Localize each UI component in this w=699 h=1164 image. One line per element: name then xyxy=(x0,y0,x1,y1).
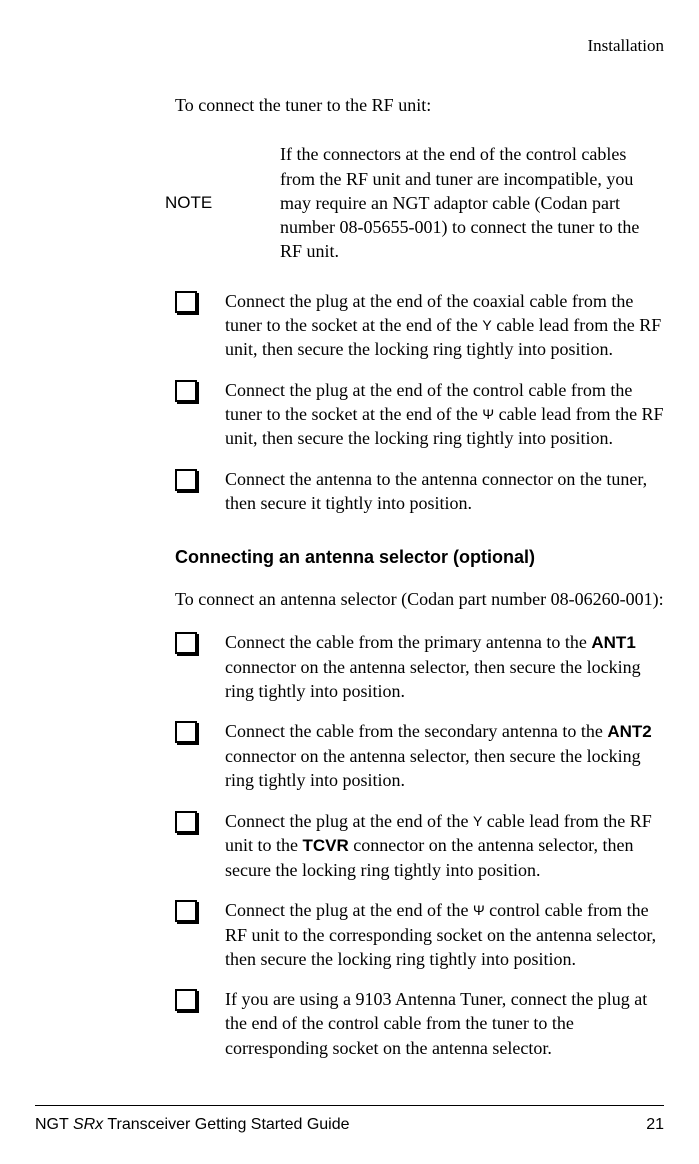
list-item: Connect the plug at the end of the Ψ con… xyxy=(175,898,664,971)
footer-prefix: NGT xyxy=(35,1116,73,1133)
note-label: NOTE xyxy=(165,192,280,215)
footer-page-number: 21 xyxy=(646,1114,664,1136)
page-footer: NGT SRx Transceiver Getting Started Guid… xyxy=(35,1105,664,1136)
list-item: Connect the plug at the end of the contr… xyxy=(175,378,664,451)
selector-intro: To connect an antenna selector (Codan pa… xyxy=(175,587,664,611)
running-header: Installation xyxy=(175,35,664,58)
selector-steps-list: Connect the cable from the primary anten… xyxy=(175,630,664,1060)
tuner-intro: To connect the tuner to the RF unit: xyxy=(175,93,664,117)
list-item: Connect the antenna to the antenna conne… xyxy=(175,467,664,516)
step-text: Connect the plug at the end of the coaxi… xyxy=(225,289,664,362)
step-text: Connect the cable from the primary anten… xyxy=(225,630,664,704)
antenna-icon: Y xyxy=(473,813,482,829)
step-text: Connect the plug at the end of the Ψ con… xyxy=(225,898,664,971)
step-text: Connect the cable from the secondary ant… xyxy=(225,719,664,793)
note-body: If the connectors at the end of the cont… xyxy=(280,142,664,263)
list-item: Connect the cable from the secondary ant… xyxy=(175,719,664,793)
antenna-icon: Y xyxy=(482,317,491,333)
checkbox-icon xyxy=(175,380,197,402)
checkbox-icon xyxy=(175,469,197,491)
tuner-steps-list: Connect the plug at the end of the coaxi… xyxy=(175,289,664,515)
bold-term: TCVR xyxy=(303,836,349,855)
selector-heading: Connecting an antenna selector (optional… xyxy=(175,545,664,569)
antenna-icon: Ψ xyxy=(482,406,494,422)
antenna-icon: Ψ xyxy=(473,902,485,918)
list-item: Connect the cable from the primary anten… xyxy=(175,630,664,704)
list-item: If you are using a 9103 Antenna Tuner, c… xyxy=(175,987,664,1060)
checkbox-icon xyxy=(175,900,197,922)
bold-term: ANT1 xyxy=(591,633,635,652)
bold-term: ANT2 xyxy=(607,722,651,741)
footer-italic: SRx xyxy=(73,1116,103,1133)
list-item: Connect the plug at the end of the coaxi… xyxy=(175,289,664,362)
checkbox-icon xyxy=(175,291,197,313)
note-block: NOTE If the connectors at the end of the… xyxy=(165,142,664,263)
step-text: Connect the antenna to the antenna conne… xyxy=(225,467,664,516)
checkbox-icon xyxy=(175,811,197,833)
checkbox-icon xyxy=(175,721,197,743)
footer-doc-title: NGT SRx Transceiver Getting Started Guid… xyxy=(35,1114,350,1136)
checkbox-icon xyxy=(175,989,197,1011)
footer-suffix: Transceiver Getting Started Guide xyxy=(103,1116,349,1133)
step-text: Connect the plug at the end of the Y cab… xyxy=(225,809,664,883)
step-text: Connect the plug at the end of the contr… xyxy=(225,378,664,451)
checkbox-icon xyxy=(175,632,197,654)
step-text: If you are using a 9103 Antenna Tuner, c… xyxy=(225,987,664,1060)
list-item: Connect the plug at the end of the Y cab… xyxy=(175,809,664,883)
